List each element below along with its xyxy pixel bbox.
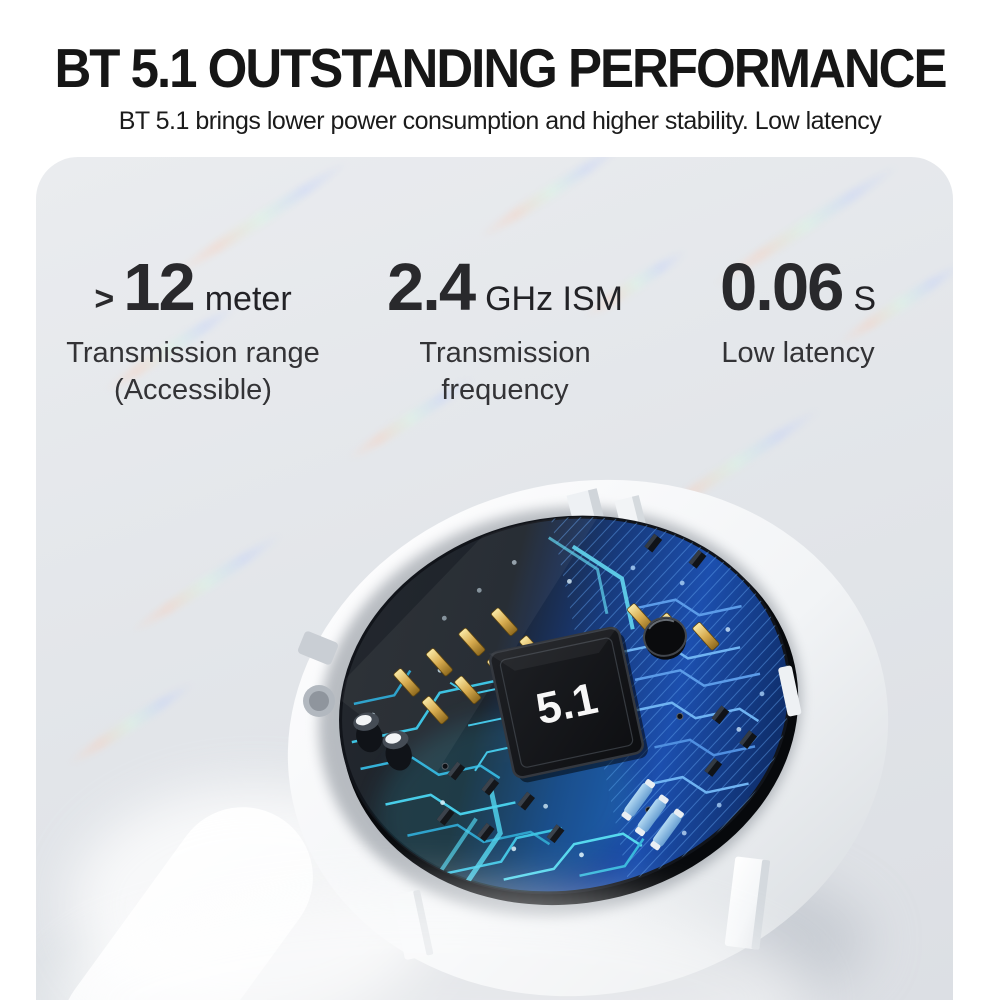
- feature-card: > 12 meter Transmission range (Accessibl…: [36, 157, 953, 1000]
- pcb-vias: [370, 560, 765, 858]
- shell-front-tabs: [392, 665, 802, 960]
- spec-number: 12: [123, 250, 196, 325]
- blue-components: [621, 779, 684, 851]
- circuit-traces-blue: [547, 536, 761, 794]
- smd-components: [436, 533, 758, 844]
- spec-low-latency: 0.06 S Low latency: [648, 253, 948, 372]
- earbud-stem: [36, 785, 440, 1000]
- spec-value: 0.06 S: [648, 253, 948, 323]
- spec-unit: meter: [204, 280, 292, 318]
- spec-unit: S: [853, 280, 877, 318]
- chip-label: 5.1: [532, 674, 602, 735]
- spec-number: 2.4: [386, 250, 476, 325]
- shell-tab: [614, 495, 651, 550]
- spec-row: > 12 meter Transmission range (Accessibl…: [36, 253, 953, 503]
- bluetooth-chip: 5.1: [488, 626, 648, 783]
- ground-shadow: [170, 845, 870, 1000]
- page-subtitle: BT 5.1 brings lower power consumption an…: [118, 107, 882, 135]
- pcb: 5.1: [331, 476, 825, 906]
- page-title: BT 5.1 OUTSTANDING PERFORMANCE: [54, 37, 947, 99]
- light-flare: [126, 529, 286, 638]
- spec-prefix: >: [94, 280, 115, 318]
- spec-label: Transmission frequency: [419, 337, 591, 406]
- spec-number: 0.06: [719, 250, 844, 325]
- mic-cylinder: [643, 616, 687, 660]
- spec-transmission-frequency: 2.4 GHz ISM Transmission frequency: [352, 253, 658, 409]
- header: BT 5.1 OUTSTANDING PERFORMANCE BT 5.1 br…: [0, 0, 1000, 136]
- circuit-traces-cyan: [351, 669, 645, 906]
- capacitor-cylinders: [353, 712, 412, 771]
- spec-transmission-range: > 12 meter Transmission range (Accessibl…: [40, 253, 346, 409]
- spec-unit: GHz ISM: [485, 280, 624, 318]
- shell-hole: [303, 685, 335, 717]
- foreground-glow: [50, 890, 810, 1000]
- earbud-shell: [287, 479, 889, 997]
- spec-label: Low latency: [721, 337, 875, 369]
- spec-label: Transmission range (Accessible): [66, 337, 320, 406]
- light-flare: [476, 157, 626, 244]
- spec-value: > 12 meter: [40, 253, 346, 323]
- shell-notch: [298, 631, 338, 665]
- light-flare: [64, 677, 198, 770]
- gold-pins: [393, 603, 720, 725]
- spec-value: 2.4 GHz ISM: [352, 253, 658, 323]
